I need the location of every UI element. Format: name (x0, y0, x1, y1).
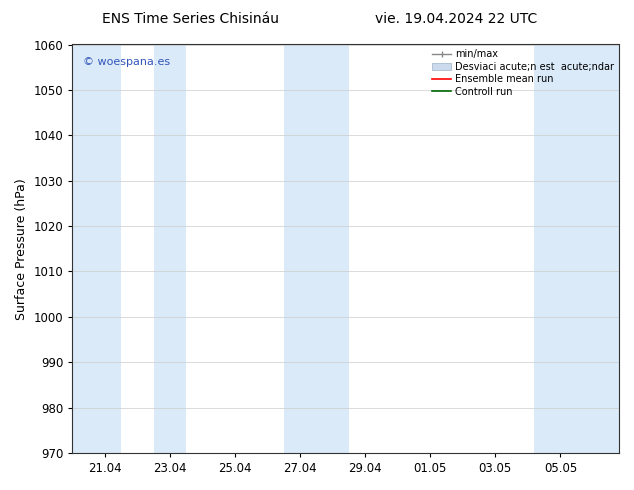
Bar (284, 45, 349, 453)
Y-axis label: Surface Pressure (hPa): Surface Pressure (hPa) (15, 178, 28, 319)
Legend: min/max, Desviaci acute;n est  acute;ndar, Ensemble mean run, Controll run: min/max, Desviaci acute;n est acute;ndar… (430, 48, 616, 98)
Bar (153, 45, 186, 453)
Bar (534, 45, 619, 453)
Text: vie. 19.04.2024 22 UTC: vie. 19.04.2024 22 UTC (375, 12, 538, 26)
Text: © woespana.es: © woespana.es (83, 57, 171, 67)
Bar (72, 45, 121, 453)
Text: ENS Time Series Chisináu: ENS Time Series Chisináu (101, 12, 279, 26)
